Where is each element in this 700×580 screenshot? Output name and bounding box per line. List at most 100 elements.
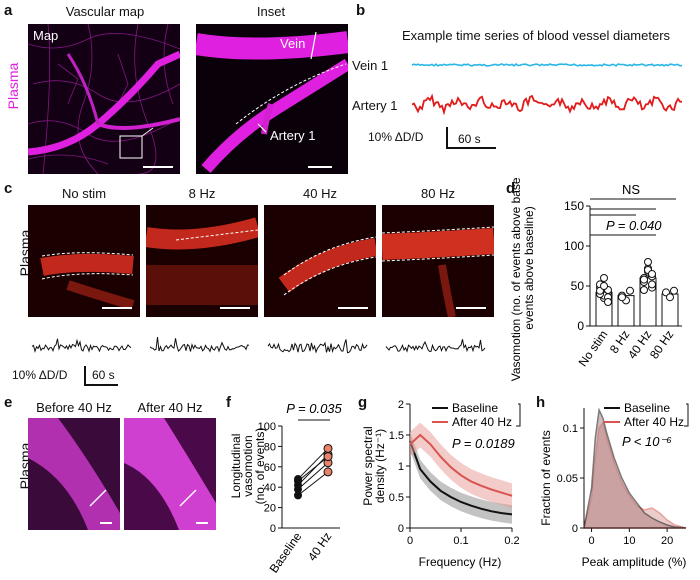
legend-baseline-h: Baseline xyxy=(624,401,670,415)
y-tick-label: 0 xyxy=(398,523,404,535)
trace-8hz xyxy=(149,337,250,353)
data-point xyxy=(640,275,648,284)
x-tick-label: 20 xyxy=(661,535,673,547)
x-tick-label: 10 xyxy=(623,535,635,547)
condition-title-2: 40 Hz xyxy=(303,186,337,201)
vein1-label: Vein 1 xyxy=(352,58,389,73)
y-axis-label-d-2: events above baseline) xyxy=(522,206,536,329)
vessel-image-no-stim xyxy=(28,205,140,317)
vein1-trace xyxy=(412,62,683,67)
condition-title-1: 8 Hz xyxy=(188,186,216,201)
scale-y-bar xyxy=(446,127,448,149)
legend-after-g: After 40 Hz xyxy=(452,415,512,429)
panel-label-d: d xyxy=(506,180,516,197)
scale-x-bar xyxy=(446,147,496,149)
panel-label-g: g xyxy=(358,394,368,411)
data-point xyxy=(670,286,678,295)
scale-y-label-c: 10% ΔD/D xyxy=(12,368,68,382)
scale-x-label-c: 60 s xyxy=(92,368,115,382)
after-point xyxy=(323,443,333,453)
pair-line xyxy=(297,448,329,480)
y-tick-label: 80 xyxy=(264,441,276,453)
trace-80hz xyxy=(385,339,486,353)
artery1-trace xyxy=(412,93,683,116)
y-axis-label-f-3: (no. of events) xyxy=(253,428,267,505)
panel-label-a: a xyxy=(4,2,13,19)
y-tick-label: 0.1 xyxy=(563,423,578,435)
pair-line xyxy=(297,454,329,486)
before-40hz-image xyxy=(28,418,120,530)
condition-title-0: No stim xyxy=(61,186,107,201)
trace-no-stim xyxy=(31,338,132,353)
vein-tag: Vein xyxy=(280,36,306,51)
map-tag: Map xyxy=(33,28,59,43)
series-line-0 xyxy=(409,440,513,516)
trace-40hz xyxy=(267,339,368,354)
scale-bar xyxy=(143,166,173,168)
chart-f: 0 20 40 60 80 100 Baseline 40 Hz Longitudinal v… xyxy=(229,401,343,575)
x-tick-label-0: Baseline xyxy=(267,529,305,575)
y-tick-label: 0.5 xyxy=(389,492,404,504)
plasma-side-label-a: Plasma xyxy=(5,62,21,110)
sig-ns: NS xyxy=(622,182,640,197)
data-point xyxy=(600,282,608,290)
legend-after-h: After 40 Hz xyxy=(624,415,684,429)
sig-p-f: P = 0.035 xyxy=(286,401,342,416)
data-point xyxy=(618,293,626,302)
y-axis-label-f-2: vasomotion xyxy=(241,435,255,496)
y-tick-label: 60 xyxy=(264,462,276,474)
pair-line xyxy=(297,462,329,490)
x-tick-label: 0 xyxy=(588,535,594,547)
y-axis-label-h: Fraction of events xyxy=(539,430,553,525)
data-point xyxy=(600,274,608,282)
artery-tag: Artery 1 xyxy=(270,128,316,143)
y-axis-label-g-2: density (Hz⁻¹) xyxy=(373,429,387,503)
x-axis-label-g: Frequency (Hz) xyxy=(419,555,502,569)
baseline-point xyxy=(294,475,302,484)
x-tick-label: 0.2 xyxy=(504,535,519,547)
panel-label-c: c xyxy=(4,180,13,197)
panel-label-f: f xyxy=(226,394,231,411)
panel-label-h: h xyxy=(536,394,546,411)
density-0 xyxy=(583,407,687,529)
pair-line xyxy=(297,471,329,496)
y-tick-label: 1.5 xyxy=(389,430,404,442)
data-point xyxy=(666,293,674,302)
x-tick-label-3: 80 Hz xyxy=(647,328,676,362)
legend-baseline-g: Baseline xyxy=(452,401,498,415)
before-40hz-title: Before 40 Hz xyxy=(36,400,112,415)
inset-image: Vein Artery 1 xyxy=(196,24,348,174)
scale-x-label-b: 60 s xyxy=(458,132,481,146)
data-point xyxy=(644,258,652,266)
scale-y-label-b: 10% ΔD/D xyxy=(368,130,424,144)
panel-label-b: b xyxy=(356,2,366,19)
panel-label-e: e xyxy=(4,394,13,411)
y-tick-label: 150 xyxy=(564,199,584,213)
vessel-traces xyxy=(412,62,683,116)
y-tick-label: 0 xyxy=(572,523,578,535)
y-axis-label-d: Vasomotion (no. of events above baseline… xyxy=(509,178,523,381)
y-tick-label: 100 xyxy=(258,421,276,433)
data-point xyxy=(604,298,612,306)
after-point xyxy=(323,452,333,462)
panel-b-title: Example time series of blood vessel diam… xyxy=(401,28,671,43)
after-40hz-image xyxy=(124,418,216,530)
x-axis-label-h: Peak amplitude (%) xyxy=(582,555,687,569)
y-axis-label-f: Longitudinal xyxy=(229,434,243,499)
baseline-point xyxy=(294,491,302,500)
x-tick-label: 0.1 xyxy=(453,535,468,547)
inset-title: Inset xyxy=(256,4,286,19)
vascular-map-image: Map xyxy=(28,24,180,174)
chart-g: 0 0.5 1 1.5 2 0 0.1 0.2 Power spectral density … xyxy=(361,399,521,569)
data-point xyxy=(626,286,634,295)
y-tick-label: 50 xyxy=(571,279,585,293)
x-tick-label-1: 40 Hz xyxy=(305,530,334,564)
sig-p-h: P < 10⁻⁶ xyxy=(622,434,672,449)
y-tick-label: 0 xyxy=(577,319,584,333)
pair-line xyxy=(297,456,329,482)
sig-p-d: P = 0.040 xyxy=(606,218,662,233)
y-tick-label: 100 xyxy=(564,239,584,253)
y-axis-label-g: Power spectral xyxy=(361,426,375,505)
condition-title-3: 80 Hz xyxy=(421,186,455,201)
